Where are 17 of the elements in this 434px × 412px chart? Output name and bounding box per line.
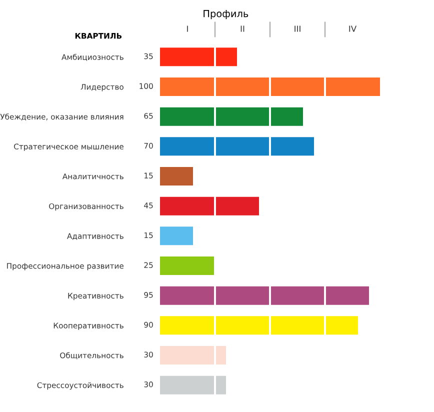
bar xyxy=(160,286,369,305)
bar xyxy=(160,226,193,246)
bar xyxy=(160,107,303,126)
bar xyxy=(160,137,314,156)
bar xyxy=(160,48,237,66)
text: IV xyxy=(349,26,357,32)
chart-title: Профиль xyxy=(204,10,248,20)
bar xyxy=(160,346,226,364)
bar xyxy=(160,167,193,186)
bar xyxy=(160,376,226,394)
text: II xyxy=(240,26,244,32)
bar xyxy=(160,316,358,335)
text: III xyxy=(294,26,300,32)
bar xyxy=(160,196,259,216)
bar xyxy=(160,78,380,96)
bar xyxy=(160,256,215,275)
text: I xyxy=(187,26,188,32)
